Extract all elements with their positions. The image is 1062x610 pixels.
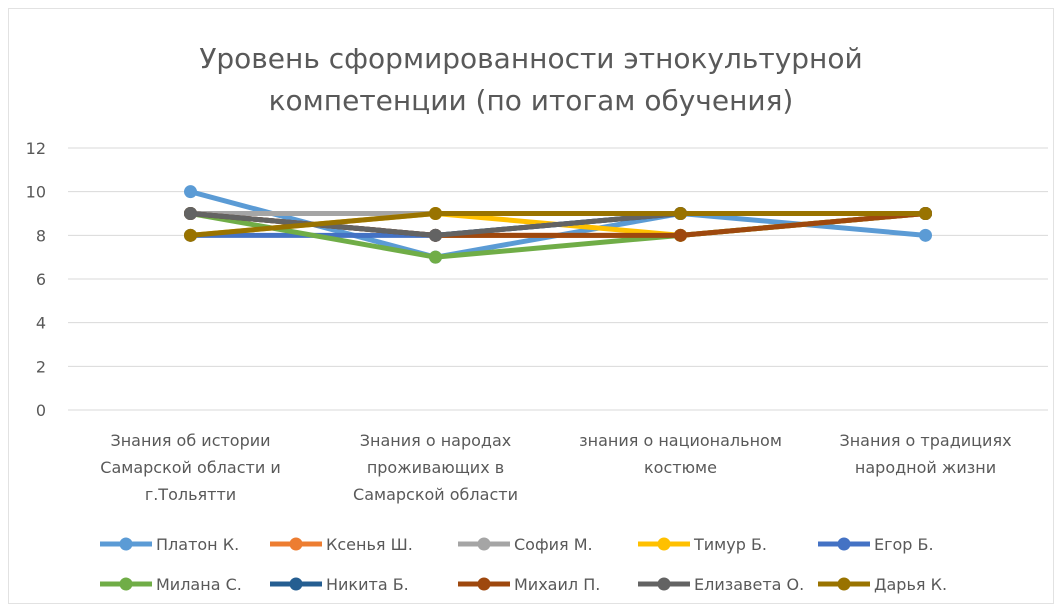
data-point (184, 185, 197, 199)
legend-label: Дарья К. (874, 575, 947, 594)
legend-label: Ксенья Ш. (326, 535, 413, 554)
x-axis-categories: Знания об истории Самарской области и г.То… (100, 431, 1011, 504)
legend-swatch-marker (837, 577, 851, 591)
y-axis-ticks: 0 2 4 6 8 10 12 (26, 139, 46, 420)
y-tick-label: 0 (36, 401, 46, 420)
x-category-label: знания о национальном костюме (579, 431, 782, 477)
data-point (429, 228, 442, 242)
x-category-label-line: проживающих в (367, 458, 504, 477)
legend-swatch-marker (657, 537, 671, 551)
legend-swatch-marker (657, 577, 671, 591)
legend-item: Михаил П. (458, 575, 600, 594)
legend-label: Егор Б. (874, 535, 934, 554)
legend-item: Дарья К. (818, 575, 947, 594)
legend: Платон К. Ксенья Ш. София М. Тимур Б. Егор Б… (100, 535, 947, 594)
data-point (919, 207, 932, 220)
legend-item: Егор Б. (818, 535, 934, 554)
legend-item: София М. (458, 535, 593, 554)
legend-swatch-marker (119, 577, 133, 591)
series-line (188, 211, 928, 238)
legend-item: Платон К. (100, 535, 239, 554)
legend-item: Тимур Б. (638, 535, 767, 554)
legend-item: Никита Б. (270, 575, 409, 594)
y-tick-label: 8 (36, 226, 46, 245)
chart-title-line-1: Уровень сформированности этнокультурной (199, 42, 862, 75)
data-point (184, 228, 197, 242)
legend-label: Тимур Б. (693, 535, 767, 554)
y-tick-label: 12 (26, 139, 46, 158)
y-tick-label: 2 (36, 357, 46, 376)
legend-swatch-marker (119, 537, 133, 551)
chart-title-line-2: компетенции (по итогам обучения) (269, 84, 794, 117)
x-category-label-line: г.Тольятти (145, 485, 236, 504)
legend-label: Елизавета О. (694, 575, 804, 594)
y-tick-label: 4 (36, 314, 46, 333)
legend-item: Милана С. (100, 575, 242, 594)
chart-frame (8, 8, 1054, 604)
data-point (919, 228, 932, 242)
gridlines (68, 147, 1048, 411)
x-category-label-line: Знания о традициях (839, 431, 1011, 450)
legend-label: Михаил П. (514, 575, 600, 594)
legend-item: Ксенья Ш. (270, 535, 413, 554)
legend-swatch-marker (837, 537, 851, 551)
data-point (674, 207, 687, 220)
x-category-label-line: народной жизни (855, 458, 996, 477)
legend-swatch-marker (477, 537, 491, 551)
legend-swatch-marker (477, 577, 491, 591)
y-tick-label: 10 (26, 183, 46, 202)
legend-swatch-marker (289, 577, 303, 591)
legend-label: Никита Б. (326, 575, 409, 594)
series-10 (184, 207, 932, 242)
series-lines (184, 185, 932, 264)
legend-label: София М. (514, 535, 593, 554)
data-point (674, 228, 687, 242)
y-tick-label: 6 (36, 270, 46, 289)
x-category-label: Знания об истории Самарской области и г.То… (100, 431, 280, 504)
data-point (429, 250, 442, 264)
x-category-label-line: Самарской области и (100, 458, 280, 477)
x-category-label: Знания о народах проживающих в Самарской о… (353, 431, 518, 504)
x-category-label-line: Знания об истории (110, 431, 270, 450)
x-category-label-line: знания о национальном (579, 431, 782, 450)
legend-item: Елизавета О. (638, 575, 804, 594)
x-category-label-line: костюме (644, 458, 717, 477)
x-category-label-line: Самарской области (353, 485, 518, 504)
x-category-label-line: Знания о народах (360, 431, 512, 450)
data-point (429, 207, 442, 220)
data-point (184, 207, 197, 220)
legend-label: Милана С. (156, 575, 242, 594)
legend-label: Платон К. (156, 535, 239, 554)
x-category-label: Знания о традициях народной жизни (839, 431, 1011, 477)
chart-title: Уровень сформированности этнокультурной … (199, 42, 862, 117)
legend-swatch-marker (289, 537, 303, 551)
